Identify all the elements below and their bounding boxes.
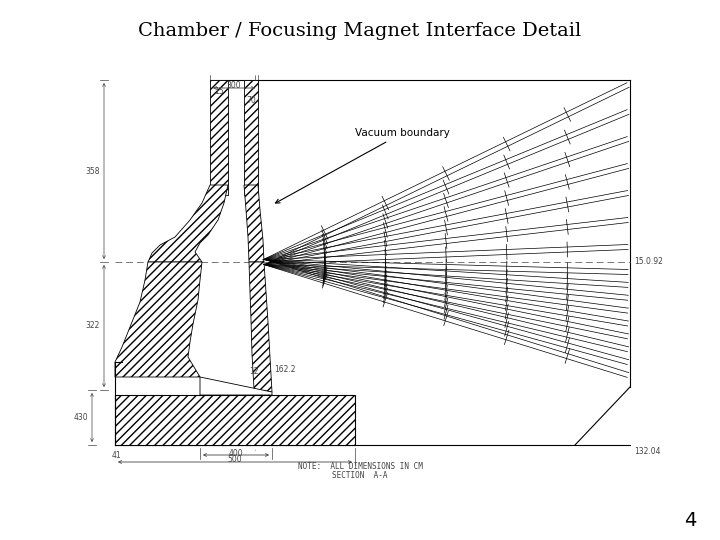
Text: NOTE:  ALL DIMENSIONS IN CM: NOTE: ALL DIMENSIONS IN CM (297, 462, 423, 471)
Text: 12: 12 (249, 368, 258, 376)
Text: 300: 300 (227, 80, 241, 90)
Text: 500: 500 (228, 456, 243, 464)
Text: 400: 400 (229, 449, 243, 457)
Text: Chamber / Focusing Magnet Interface Detail: Chamber / Focusing Magnet Interface Deta… (138, 22, 582, 40)
Polygon shape (244, 185, 264, 262)
Polygon shape (148, 185, 228, 262)
Text: 15: 15 (214, 87, 224, 96)
Text: 322: 322 (86, 321, 100, 330)
Text: 41: 41 (112, 451, 122, 460)
Polygon shape (244, 80, 258, 195)
Polygon shape (115, 395, 355, 445)
Polygon shape (249, 262, 272, 392)
Polygon shape (210, 80, 228, 195)
Polygon shape (115, 262, 202, 377)
Text: 70: 70 (246, 96, 256, 105)
Text: 4: 4 (684, 510, 696, 530)
Text: 358: 358 (86, 166, 100, 176)
Text: 15.0.92: 15.0.92 (634, 258, 663, 267)
Text: SECTION  A-A: SECTION A-A (332, 471, 388, 480)
Text: 430: 430 (73, 413, 88, 422)
Polygon shape (200, 377, 272, 395)
Text: 162.2: 162.2 (274, 366, 295, 375)
Text: 132.04: 132.04 (634, 447, 660, 456)
Text: Vacuum boundary: Vacuum boundary (276, 128, 450, 203)
